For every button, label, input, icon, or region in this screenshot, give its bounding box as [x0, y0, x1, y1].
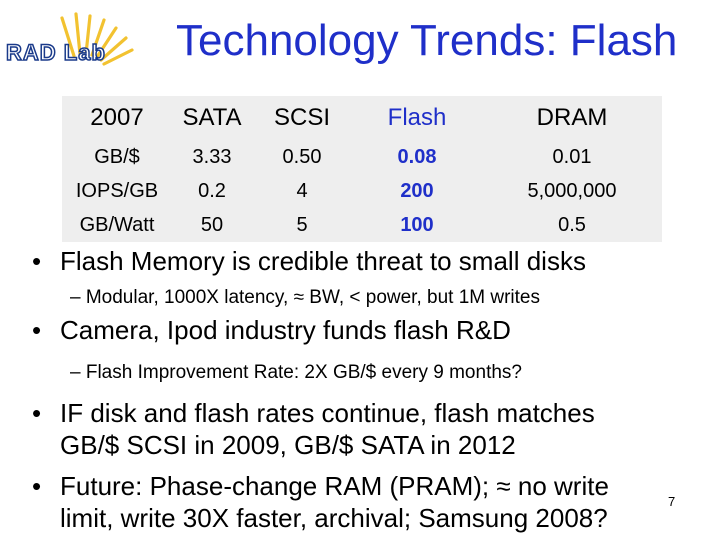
bullet-item: • Flash Memory is credible threat to sma…	[32, 245, 586, 277]
table-cell: 50	[200, 214, 224, 236]
bullet-text-line1: Future: Phase-change RAM (PRAM); ≈ no wr…	[60, 471, 609, 501]
sub-bullet: – Modular, 1000X latency, ≈ BW, < power,…	[70, 287, 540, 308]
header-cell-flash: Flash	[387, 104, 447, 131]
table-row: GB/$ 3.33 0.50 0.08 0.01	[62, 140, 662, 174]
bullet-item: • IF disk and flash rates continue, flas…	[32, 397, 595, 461]
page-number: 7	[668, 494, 676, 509]
bullet-text-line2: limit, write 30X faster, archival; Samsu…	[60, 503, 608, 533]
table-cell-flash: 100	[400, 214, 434, 236]
row-label: GB/Watt	[79, 214, 155, 236]
table-header-row: 2007 SATA SCSI Flash DRAM	[62, 96, 662, 140]
logo-rays-icon	[60, 12, 134, 66]
bullet-text-line2: GB/$ SCSI in 2009, GB/$ SATA in 2012	[60, 430, 516, 460]
row-label: IOPS/GB	[75, 180, 159, 202]
bullet-item: • Future: Phase-change RAM (PRAM); ≈ no …	[32, 470, 609, 534]
table-cell: 4	[296, 180, 308, 202]
table-cell: 3.33	[192, 146, 232, 168]
slide-title: Technology Trends: Flash	[176, 16, 678, 65]
table-cell: 5,000,000	[527, 180, 617, 202]
bullet-text-line1: IF disk and flash rates continue, flash …	[60, 398, 595, 428]
table-row: GB/Watt 50 5 100 0.5	[62, 208, 662, 242]
table-cell: 0.50	[282, 146, 322, 168]
header-cell: DRAM	[536, 104, 608, 131]
table-cell-flash: 0.08	[397, 146, 437, 168]
bullet-dot-icon: •	[32, 246, 42, 276]
bullet-dot-icon: •	[32, 471, 42, 501]
bullet-text: Camera, Ipod industry funds flash R&D	[60, 315, 511, 345]
table-cell: 0.5	[558, 214, 586, 236]
header-cell: SCSI	[273, 104, 330, 131]
sub-bullet: – Flash Improvement Rate: 2X GB/$ every …	[70, 362, 522, 383]
bullet-dot-icon: •	[32, 398, 42, 428]
bullet-text: Flash Memory is credible threat to small…	[60, 246, 586, 276]
header-cell: 2007	[90, 104, 144, 131]
row-label: GB/$	[94, 146, 140, 168]
logo-text: RAD Lab	[5, 39, 106, 66]
table-cell: 5	[296, 214, 308, 236]
table-cell: 0.01	[552, 146, 592, 168]
table-row: IOPS/GB 0.2 4 200 5,000,000	[62, 174, 662, 208]
header-cell: SATA	[182, 104, 242, 131]
table-cell-flash: 200	[400, 180, 434, 202]
rad-lab-logo: RAD Lab	[4, 8, 154, 80]
comparison-table: 2007 SATA SCSI Flash DRAM GB/$ 3.33 0.50…	[62, 96, 662, 242]
bullet-item: • Camera, Ipod industry funds flash R&D	[32, 314, 511, 346]
table-cell: 0.2	[198, 180, 226, 202]
bullet-dot-icon: •	[32, 315, 42, 345]
